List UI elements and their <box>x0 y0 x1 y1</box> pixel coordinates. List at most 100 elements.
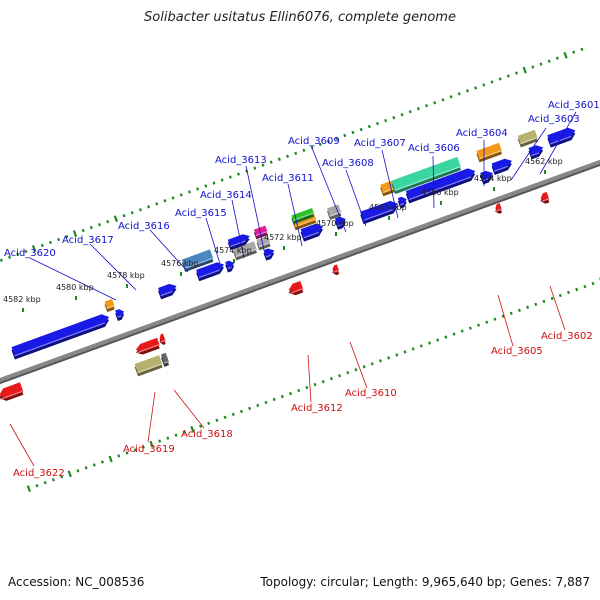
reverse-tick <box>517 308 521 312</box>
forward-tick <box>506 74 510 78</box>
forward-tick <box>179 193 183 197</box>
forward-tick <box>155 202 159 206</box>
reverse-tick <box>411 347 415 351</box>
backbone-line <box>0 159 600 383</box>
kbp-label: 4562 kbp <box>525 157 563 166</box>
forward-tick <box>563 51 568 59</box>
reverse-tick <box>378 359 382 363</box>
gene-label-forward[interactable]: Acid_3606 <box>408 143 460 154</box>
gene-acid-3613g <box>233 241 257 261</box>
reverse-tick <box>346 371 350 375</box>
reverse-tick <box>558 293 562 298</box>
reverse-tick <box>583 284 587 289</box>
reverse-tick <box>67 470 72 478</box>
reverse-tick <box>256 403 260 408</box>
forward-tick <box>351 130 355 135</box>
gene-label-forward[interactable]: Acid_3608 <box>322 158 374 169</box>
leader-line-reverse <box>497 294 514 347</box>
reverse-tick <box>100 460 104 464</box>
leader-line-layer <box>9 111 577 467</box>
forward-tick <box>171 196 175 200</box>
gene-label-forward[interactable]: Acid_3615 <box>175 208 227 219</box>
gene-label-reverse[interactable]: Acid_3618 <box>181 429 233 440</box>
kbp-label: 4574 kbp <box>214 246 252 255</box>
gene-acid-3605 <box>495 203 503 214</box>
gene-label-forward[interactable]: Acid_3613 <box>215 155 267 166</box>
gene-label-forward[interactable]: Acid_3620 <box>4 248 56 259</box>
reverse-tick <box>248 406 252 411</box>
reverse-tick <box>485 320 489 324</box>
kbp-label: 4572 kbp <box>264 233 302 242</box>
gene-acid-3604 <box>491 158 512 175</box>
reverse-tick <box>35 484 39 488</box>
gene-acid-3619 <box>134 355 163 377</box>
forward-tick <box>97 222 102 227</box>
gene-label-forward[interactable]: Acid_3607 <box>354 138 406 149</box>
gene-acid-3612g <box>256 235 271 251</box>
forward-tick <box>130 211 134 215</box>
reverse-tick <box>92 463 96 467</box>
reverse-tick <box>26 485 31 493</box>
reverse-tick <box>60 475 64 479</box>
gene-label-reverse[interactable]: Acid_3602 <box>541 331 593 342</box>
gene-label-reverse[interactable]: Acid_3610 <box>345 388 397 399</box>
gene-label-forward[interactable]: Acid_3603 <box>528 114 580 125</box>
gene-label-reverse[interactable]: Acid_3622 <box>13 468 65 479</box>
gene-label-forward[interactable]: Acid_3617 <box>62 235 114 246</box>
reverse-tick <box>452 332 456 336</box>
reverse-tick <box>493 317 497 321</box>
reverse-tick <box>239 409 243 414</box>
forward-tick <box>416 107 420 111</box>
leader-line-reverse <box>549 285 566 331</box>
forward-tick <box>220 178 224 182</box>
gene-label-forward[interactable]: Acid_3616 <box>118 221 170 232</box>
kbp-label: 4570 kbp <box>316 219 354 228</box>
reverse-tick <box>313 382 317 387</box>
forward-tick <box>408 109 412 114</box>
forward-tick <box>253 166 257 170</box>
gene-label-reverse[interactable]: Acid_3619 <box>123 444 175 455</box>
reverse-tick <box>427 341 432 345</box>
forward-tick <box>441 98 445 102</box>
forward-tick <box>367 124 371 129</box>
gene-label-reverse[interactable]: Acid_3612 <box>291 403 343 414</box>
reverse-tick <box>354 368 358 372</box>
reverse-tick <box>199 424 203 428</box>
leader-line-forward <box>205 217 221 265</box>
leader-line-reverse <box>349 341 368 389</box>
reverse-tick <box>477 323 481 327</box>
forward-tick <box>163 199 167 203</box>
leader-line-reverse <box>173 389 205 429</box>
forward-tick <box>539 62 543 66</box>
gene-label-forward[interactable]: Acid_3609 <box>288 136 340 147</box>
leader-line-forward <box>539 111 577 175</box>
gene-acid-3607b <box>397 196 407 209</box>
reverse-tick <box>133 448 137 452</box>
gene-acid-3608 <box>360 200 398 225</box>
reverse-tick <box>166 436 170 440</box>
forward-tick <box>580 47 584 51</box>
forward-tick <box>400 112 404 117</box>
gene-acid-3611b <box>263 248 275 261</box>
gene-acid-3602 <box>540 191 550 204</box>
gene-label-reverse[interactable]: Acid_3605 <box>491 346 543 357</box>
gene-label-forward[interactable]: Acid_3601 <box>548 100 600 111</box>
accession-text: Accession: NC_008536 <box>8 575 145 589</box>
reverse-tick <box>190 425 195 433</box>
forward-tick <box>228 175 232 179</box>
gene-label-forward[interactable]: Acid_3604 <box>456 128 508 139</box>
gene-acid-3610 <box>332 264 340 276</box>
leader-line-forward <box>345 169 367 227</box>
reverse-tick <box>51 478 55 482</box>
gene-acid-3603 <box>476 142 503 163</box>
reverse-tick <box>108 455 113 463</box>
leader-line-reverse <box>307 354 312 403</box>
forward-tick <box>531 65 535 69</box>
forward-tick <box>392 115 396 120</box>
kbp-label: 4576 kbp <box>161 259 199 268</box>
gene-label-forward[interactable]: Acid_3611 <box>262 173 314 184</box>
gene-acid-3606t <box>391 156 462 195</box>
forward-tick <box>8 255 12 260</box>
gene-label-forward[interactable]: Acid_3614 <box>200 190 252 201</box>
kbp-label: 4568 kbp <box>369 203 407 212</box>
